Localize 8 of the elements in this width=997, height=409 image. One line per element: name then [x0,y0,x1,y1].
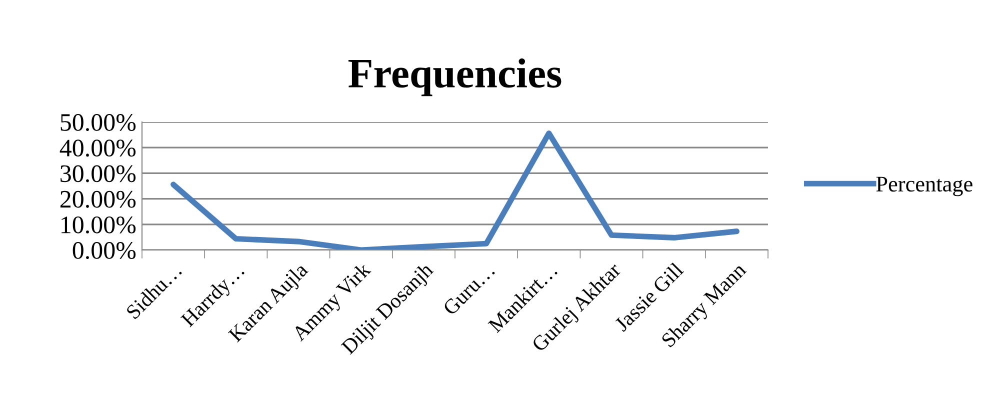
legend-label: Percentage [876,176,972,196]
y-tick-label: 0.00% [72,242,136,260]
y-tick-label: 50.00% [60,114,136,132]
y-tick-label: 20.00% [60,190,136,208]
y-tick-label: 40.00% [60,140,136,157]
y-tick-label: 30.00% [60,165,136,182]
y-tick-label: 10.00% [62,216,136,234]
chart-title: Frequencies [348,58,562,96]
